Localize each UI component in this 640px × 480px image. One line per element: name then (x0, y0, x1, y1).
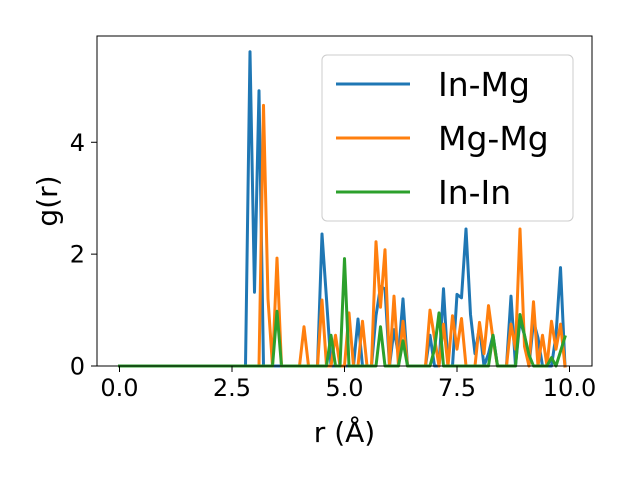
legend-label-in-mg: In-Mg (438, 65, 530, 104)
x-tick-label: 5.0 (325, 374, 363, 402)
x-tick-label: 7.5 (438, 374, 476, 402)
legend-label-in-in: In-In (438, 173, 511, 212)
x-tick-label: 10.0 (543, 374, 596, 402)
y-axis-label: g(r) (31, 175, 64, 226)
x-axis-ticks: 0.0 2.5 5.0 7.5 10.0 (100, 366, 596, 402)
y-tick-label: 4 (70, 129, 85, 157)
x-axis-label: r (Å) (314, 415, 375, 449)
y-axis-ticks: 0 2 4 (70, 129, 97, 381)
y-tick-label: 0 (70, 353, 85, 381)
legend: In-Mg Mg-Mg In-In (321, 54, 574, 222)
legend-entries: In-Mg Mg-Mg In-In (336, 65, 549, 212)
x-tick-label: 2.5 (213, 374, 251, 402)
legend-box (321, 54, 574, 222)
y-tick-label: 2 (70, 241, 85, 269)
x-tick-label: 0.0 (100, 374, 138, 402)
series-line-in-in (118, 257, 567, 368)
legend-label-mg-mg: Mg-Mg (438, 119, 549, 158)
